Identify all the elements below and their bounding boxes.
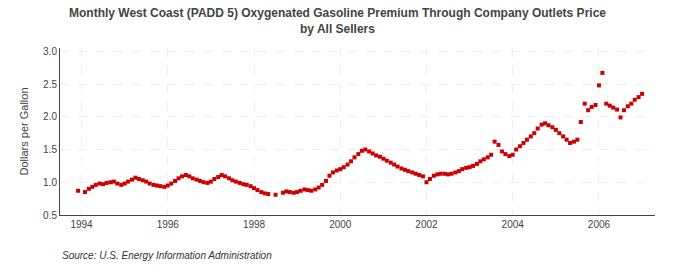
svg-text:2006: 2006 bbox=[588, 219, 611, 230]
svg-text:3.0: 3.0 bbox=[43, 46, 57, 57]
svg-text:Dollars per Gallon: Dollars per Gallon bbox=[18, 87, 30, 175]
svg-text:2002: 2002 bbox=[415, 219, 438, 230]
svg-text:1996: 1996 bbox=[157, 219, 180, 230]
svg-text:1994: 1994 bbox=[70, 219, 93, 230]
svg-text:Source: U.S. Energy Informatio: Source: U.S. Energy Information Administ… bbox=[62, 250, 272, 261]
svg-text:2.0: 2.0 bbox=[43, 111, 57, 122]
svg-text:1998: 1998 bbox=[243, 219, 266, 230]
svg-text:1.5: 1.5 bbox=[43, 144, 57, 155]
svg-text:1.0: 1.0 bbox=[43, 177, 57, 188]
svg-text:2004: 2004 bbox=[502, 219, 525, 230]
svg-text:0.5: 0.5 bbox=[43, 210, 57, 221]
svg-text:2.5: 2.5 bbox=[43, 79, 57, 90]
svg-text:2000: 2000 bbox=[329, 219, 352, 230]
svg-text:Monthly West Coast (PADD 5) Ox: Monthly West Coast (PADD 5) Oxygenated G… bbox=[69, 6, 606, 36]
